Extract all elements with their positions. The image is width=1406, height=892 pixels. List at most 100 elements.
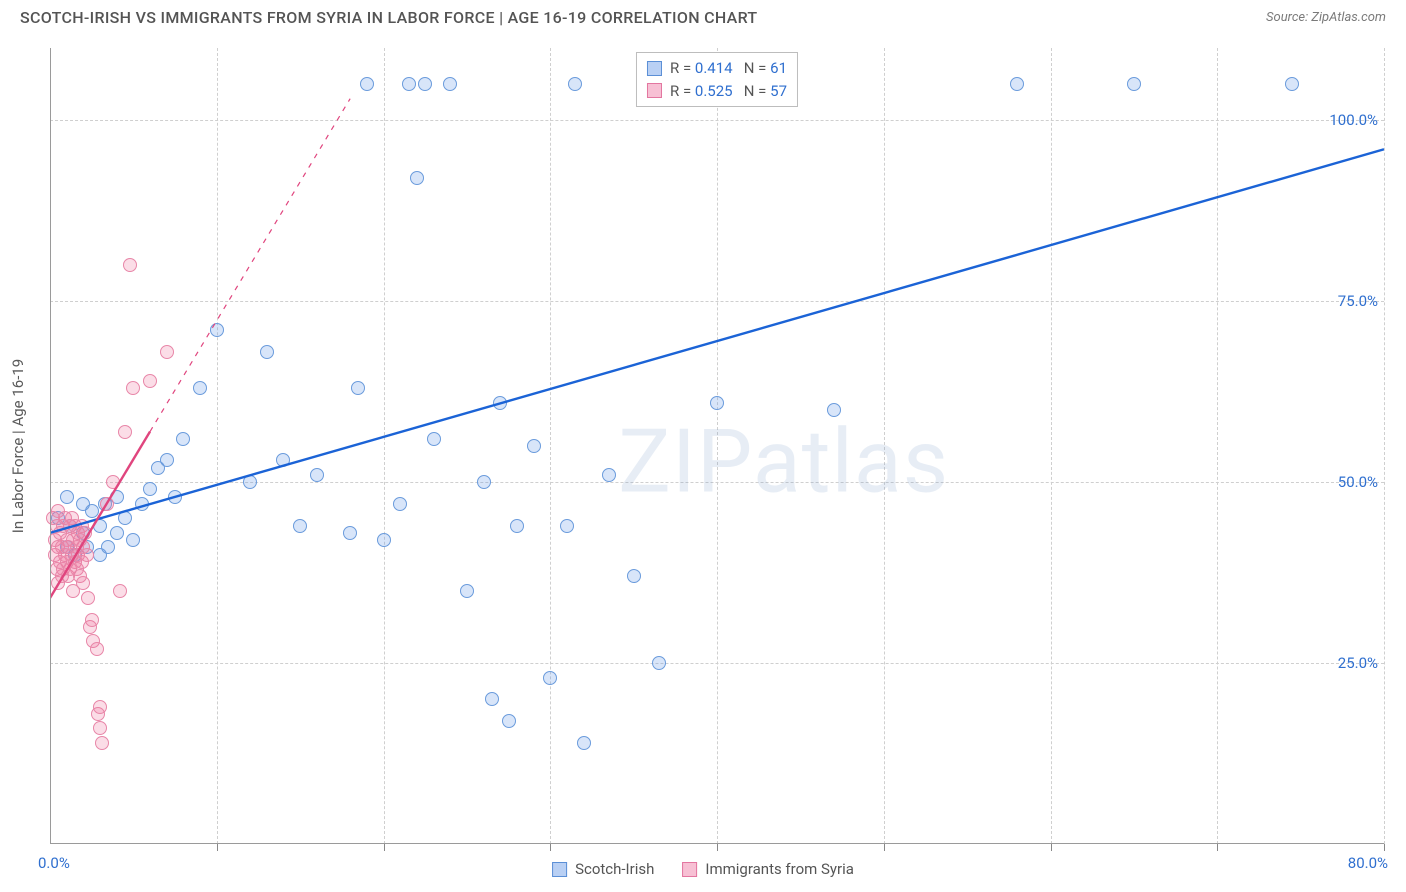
data-point — [93, 721, 107, 735]
x-origin-label: 0.0% — [38, 854, 70, 872]
y-tick-label: 25.0% — [1338, 654, 1378, 672]
data-point — [85, 613, 99, 627]
data-point — [118, 425, 132, 439]
x-tick — [1384, 844, 1385, 851]
data-point — [193, 381, 207, 395]
data-point — [460, 584, 474, 598]
data-point — [493, 396, 507, 410]
gridline-v — [1051, 48, 1052, 844]
x-axis-line — [50, 843, 1384, 844]
y-axis-line — [50, 48, 51, 844]
x-tick — [717, 844, 718, 851]
data-point — [351, 381, 365, 395]
gridline-v — [550, 48, 551, 844]
data-point — [135, 497, 149, 511]
legend-swatch — [552, 862, 567, 877]
data-point — [560, 519, 574, 533]
legend-swatch — [682, 862, 697, 877]
data-point — [143, 482, 157, 496]
data-point — [485, 692, 499, 706]
data-point — [101, 540, 115, 554]
data-point — [502, 714, 516, 728]
data-point — [78, 526, 92, 540]
data-point — [81, 591, 95, 605]
y-tick-label: 75.0% — [1338, 292, 1378, 310]
data-point — [443, 77, 457, 91]
data-point — [510, 519, 524, 533]
legend-item: Immigrants from Syria — [682, 860, 854, 878]
x-tick — [384, 844, 385, 851]
data-point — [310, 468, 324, 482]
gridline-v — [384, 48, 385, 844]
data-point — [95, 736, 109, 750]
x-tick — [217, 844, 218, 851]
data-point — [1285, 77, 1299, 91]
data-point — [377, 533, 391, 547]
chart-title: SCOTCH-IRISH VS IMMIGRANTS FROM SYRIA IN… — [20, 8, 757, 27]
x-max-label: 80.0% — [1348, 854, 1388, 872]
data-point — [627, 569, 641, 583]
data-point — [427, 432, 441, 446]
x-tick — [550, 844, 551, 851]
data-point — [577, 736, 591, 750]
data-point — [210, 323, 224, 337]
data-point — [118, 511, 132, 525]
gridline-v — [217, 48, 218, 844]
data-point — [527, 439, 541, 453]
data-point — [143, 374, 157, 388]
legend-swatch — [647, 61, 662, 76]
data-point — [123, 258, 137, 272]
source-label: Source: ZipAtlas.com — [1266, 10, 1386, 25]
data-point — [90, 642, 104, 656]
gridline-v — [1217, 48, 1218, 844]
data-point — [710, 396, 724, 410]
data-point — [602, 468, 616, 482]
data-point — [93, 519, 107, 533]
legend-swatch — [647, 83, 662, 98]
legend-row: R = 0.525 N = 57 — [647, 80, 787, 103]
data-point — [85, 504, 99, 518]
data-point — [110, 526, 124, 540]
data-point — [360, 77, 374, 91]
data-point — [260, 345, 274, 359]
legend-item: Scotch-Irish — [552, 860, 654, 878]
data-point — [113, 584, 127, 598]
data-point — [168, 490, 182, 504]
data-point — [160, 453, 174, 467]
data-point — [106, 475, 120, 489]
data-point — [343, 526, 357, 540]
data-point — [1127, 77, 1141, 91]
data-point — [410, 171, 424, 185]
legend-label: Scotch-Irish — [575, 860, 654, 878]
data-point — [393, 497, 407, 511]
data-point — [402, 77, 416, 91]
y-tick-label: 50.0% — [1338, 473, 1378, 491]
data-point — [126, 533, 140, 547]
gridline-v — [1384, 48, 1385, 844]
data-point — [477, 475, 491, 489]
data-point — [543, 671, 557, 685]
data-point — [276, 453, 290, 467]
gridline-v — [884, 48, 885, 844]
data-point — [100, 497, 114, 511]
data-point — [160, 345, 174, 359]
data-point — [176, 432, 190, 446]
data-point — [827, 403, 841, 417]
legend-row: R = 0.414 N = 61 — [647, 57, 787, 80]
data-point — [76, 576, 90, 590]
data-point — [93, 700, 107, 714]
data-point — [652, 656, 666, 670]
data-point — [243, 475, 257, 489]
y-tick-label: 100.0% — [1329, 111, 1378, 129]
data-point — [60, 490, 74, 504]
data-point — [80, 548, 94, 562]
correlation-legend: R = 0.414 N = 61R = 0.525 N = 57 — [636, 52, 798, 107]
series-legend: Scotch-Irish Immigrants from Syria — [552, 860, 854, 878]
gridline-v — [717, 48, 718, 844]
legend-label: Immigrants from Syria — [705, 860, 854, 878]
x-tick — [884, 844, 885, 851]
data-point — [568, 77, 582, 91]
x-tick — [1051, 844, 1052, 851]
y-axis-title: In Labor Force | Age 16-19 — [9, 359, 27, 533]
x-tick — [1217, 844, 1218, 851]
